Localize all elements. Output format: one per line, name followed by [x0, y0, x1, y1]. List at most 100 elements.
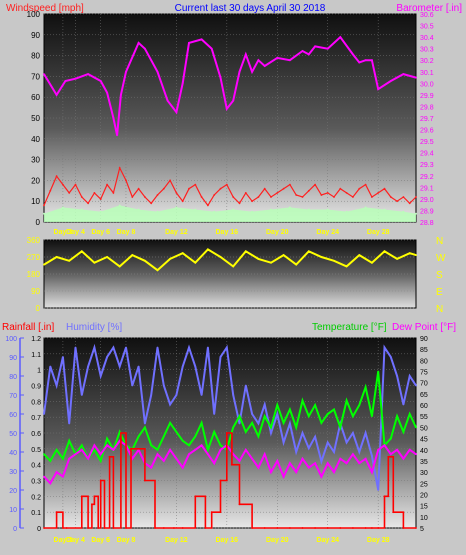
- humidity-point: [358, 451, 361, 453]
- humidity-point: [333, 451, 335, 453]
- barometer-tick: 29.2: [420, 174, 434, 181]
- barometer-series: [43, 35, 417, 137]
- rainfall-point: [263, 527, 266, 529]
- humidity-point: [232, 394, 235, 396]
- dewpoint-point: [339, 457, 342, 460]
- gust-point: [137, 208, 140, 211]
- windspeed-point: [364, 183, 367, 186]
- dewpoint-point: [238, 460, 241, 462]
- rainfall-point: [392, 511, 395, 514]
- day-tick-label: Day 8: [117, 537, 136, 544]
- temperature-point: [238, 415, 241, 418]
- barometer-point: [326, 47, 329, 50]
- direction-point: [408, 252, 411, 255]
- direction-point: [181, 252, 184, 255]
- barometer-point: [364, 59, 367, 62]
- dewpoint-point: [213, 462, 216, 465]
- windspeed-point: [270, 196, 272, 198]
- barometer-point: [289, 59, 291, 62]
- dewpoint-point: [162, 460, 165, 462]
- gust-point: [402, 210, 405, 213]
- temperature-point: [307, 415, 310, 418]
- gust-point: [213, 210, 216, 213]
- windspeed-point: [238, 202, 241, 205]
- humidity-point: [289, 422, 291, 425]
- dewpoint-point: [415, 453, 417, 456]
- temperature-point: [352, 415, 354, 418]
- windspeed-line: [43, 166, 417, 207]
- rainfall-point: [231, 463, 233, 466]
- gust-point: [364, 206, 367, 209]
- windspeed-point: [219, 187, 222, 190]
- rainfall-point: [219, 479, 222, 482]
- windspeed-point: [320, 194, 323, 196]
- temperature-point: [49, 460, 52, 462]
- barometer-point: [377, 88, 380, 90]
- windspeed-point: [263, 187, 266, 190]
- barometer-point: [156, 70, 159, 73]
- dewpoint-point: [251, 457, 254, 460]
- humidity-point: [162, 384, 165, 387]
- dewpoint-point: [333, 471, 335, 473]
- temperature-tick: 65: [420, 392, 428, 399]
- barometer-tick: 29.0: [420, 197, 434, 204]
- dewpoint-point: [314, 462, 316, 465]
- gust-point: [383, 208, 386, 211]
- rainfall-point: [65, 527, 68, 529]
- compass-label: E: [436, 287, 443, 298]
- dewpoint-line: [43, 439, 417, 485]
- barometer-point: [371, 59, 373, 62]
- windspeed-point: [144, 196, 146, 198]
- day-tick-label: Day 8: [117, 229, 136, 236]
- rainfall-series: [43, 432, 417, 529]
- rainfall-point: [108, 455, 111, 458]
- humidity-point: [112, 346, 115, 349]
- temperature-point: [232, 426, 235, 429]
- humidity-tick: 80: [9, 374, 17, 381]
- humidity-point: [125, 346, 127, 349]
- windspeed-tick: 80: [31, 52, 40, 61]
- rainfall-point: [125, 527, 127, 529]
- windspeed-point: [389, 196, 392, 198]
- day-tick-label: Day 3: [54, 229, 73, 236]
- dewpoint-point: [352, 453, 354, 456]
- temperature-point: [257, 435, 260, 438]
- dewpoint-point: [55, 471, 58, 473]
- windspeed-point: [383, 187, 386, 190]
- windspeed-point: [125, 179, 127, 182]
- dewpoint-point: [408, 448, 411, 451]
- barometer-tick: 29.6: [420, 128, 434, 135]
- windspeed-point: [200, 196, 203, 198]
- humidity-point: [62, 356, 64, 358]
- temperature-tick: 70: [420, 381, 428, 388]
- humidity-axis-title: Humidity [%]: [66, 322, 122, 333]
- dewpoint-point: [150, 466, 153, 469]
- barometer-tick: 30.2: [420, 58, 434, 65]
- windspeed-point: [295, 194, 298, 196]
- windspeed-point: [181, 200, 184, 203]
- windspeed-point: [326, 192, 329, 194]
- dewpoint-point: [307, 466, 310, 469]
- rainfall-axis-title: Rainfall [.in]: [2, 322, 54, 333]
- humidity-point: [364, 432, 367, 434]
- day-tick-label: Day 28: [367, 229, 390, 236]
- rainfall-point: [210, 511, 213, 514]
- rainfall-point: [352, 527, 354, 529]
- windspeed-point: [74, 183, 77, 186]
- barometer-point: [99, 80, 102, 82]
- temperature-point: [402, 431, 405, 433]
- barometer-point: [257, 59, 260, 62]
- dewpoint-point: [188, 453, 190, 456]
- temperature-point: [156, 448, 159, 451]
- humidity-point: [345, 441, 348, 444]
- dewpoint-axis-title: Dew Point [°F]: [392, 322, 456, 333]
- temperature-point: [276, 404, 279, 406]
- barometer-point: [225, 107, 228, 110]
- day-tick-label: Day 16: [216, 537, 239, 544]
- windspeed-tick-labels: 0 10 20 30 40 50 60 70 80 90 100: [27, 10, 41, 227]
- humidity-tick: 0: [13, 526, 17, 533]
- dewpoint-point: [301, 457, 304, 460]
- windspeed-axis-title: Windspeed [mph]: [6, 3, 84, 14]
- humidity-point: [213, 413, 216, 415]
- barometer-point: [263, 65, 266, 67]
